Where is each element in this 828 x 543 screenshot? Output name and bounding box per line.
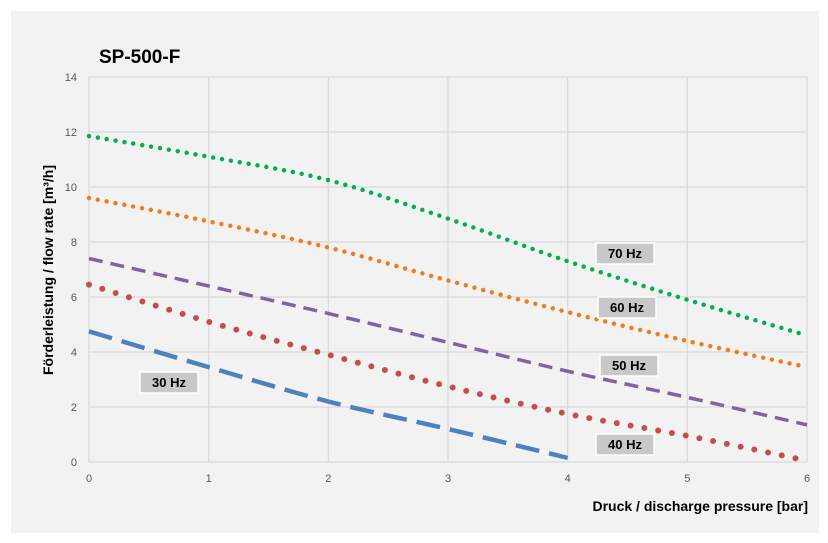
x-tick-label: 1 — [206, 473, 212, 485]
freq-label-70-hz: 70 Hz — [595, 242, 655, 265]
series-line-30-hz — [88, 329, 569, 461]
y-tick-label: 14 — [65, 72, 77, 84]
y-tick-label: 12 — [65, 127, 77, 139]
freq-label-50-hz: 50 Hz — [599, 354, 659, 377]
series-line-50-hz — [88, 256, 808, 427]
series-line-70-hz — [86, 133, 810, 338]
grid — [88, 76, 808, 463]
series-line-40-hz — [86, 281, 810, 464]
freq-label-30-hz: 30 Hz — [139, 371, 199, 394]
y-tick-label: 2 — [71, 402, 77, 414]
x-tick-label: 3 — [445, 473, 451, 485]
freq-label-box — [139, 371, 199, 394]
freq-label-box — [599, 354, 659, 377]
y-tick-label: 0 — [71, 457, 77, 469]
freq-label-text: 40 Hz — [608, 437, 642, 452]
series-line-60-hz — [86, 195, 810, 370]
y-tick-label: 8 — [71, 237, 77, 249]
freq-label-60-hz: 60 Hz — [597, 296, 657, 319]
freq-label-text: 60 Hz — [610, 300, 644, 315]
freq-label-box — [595, 433, 655, 456]
y-tick-label: 4 — [71, 347, 77, 359]
freq-label-box — [597, 296, 657, 319]
x-axis-label: Druck / discharge pressure [bar] — [592, 498, 808, 514]
y-tick-label: 6 — [71, 292, 77, 304]
x-tick-label: 0 — [86, 473, 92, 485]
freq-label-text: 50 Hz — [612, 358, 646, 373]
freq-label-box — [595, 242, 655, 265]
y-axis-label: Förderleistung / flow rate [m³/h] — [40, 165, 56, 375]
x-tick-label: 4 — [565, 473, 571, 485]
x-tick-label: 2 — [325, 473, 331, 485]
y-tick-label: 10 — [65, 182, 77, 194]
frequency-labels: 70 Hz 60 Hz 50 Hz 40 Hz 30 Hz — [139, 242, 659, 456]
x-tick-label: 6 — [804, 473, 810, 485]
chart-title: SP-500-F — [99, 47, 180, 68]
series-lines — [86, 133, 810, 464]
x-tick-label: 5 — [684, 473, 690, 485]
freq-label-40-hz: 40 Hz — [595, 433, 655, 456]
chart-container: 0 1 2 3 4 5 6 0 2 4 6 8 10 12 14 70 Hz 60 Hz 50 Hz 40 Hz 3… — [11, 11, 819, 533]
freq-label-text: 30 Hz — [152, 375, 186, 390]
freq-label-text: 70 Hz — [608, 246, 642, 261]
